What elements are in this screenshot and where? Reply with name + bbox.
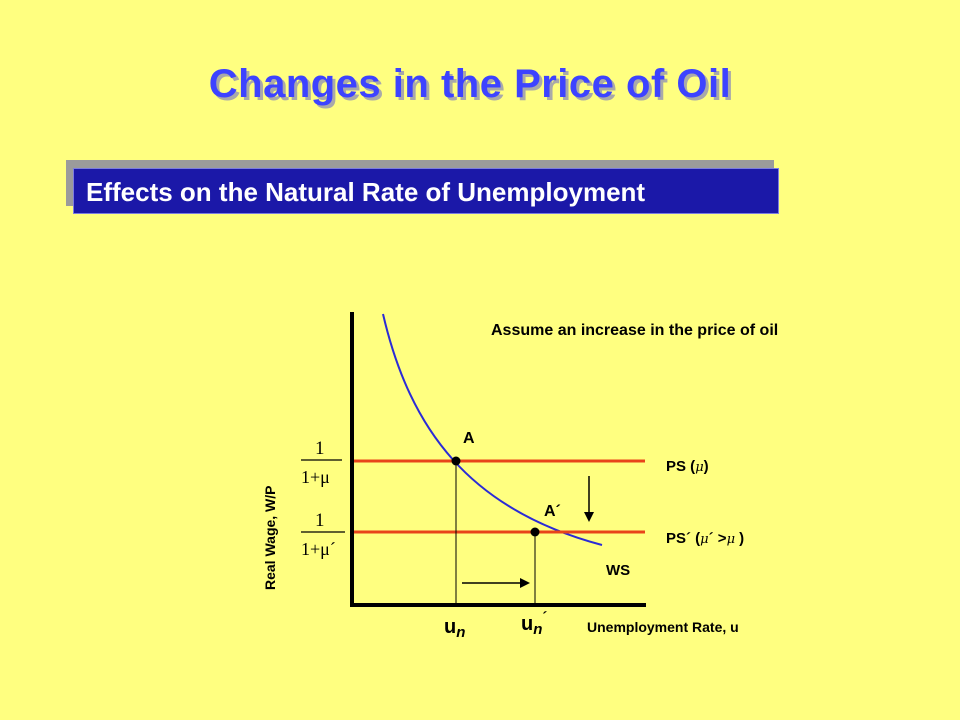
ws-label: WS xyxy=(606,562,630,579)
point-a-prime-label: A´ xyxy=(544,503,561,520)
ws-curve xyxy=(382,313,603,546)
un-prime-tick-label: un´ xyxy=(521,609,547,638)
ps-prime-label: PS´ (μ´ >μ ) xyxy=(666,530,744,547)
svg-text:1: 1 xyxy=(315,438,325,459)
subtitle-banner: Effects on the Natural Rate of Unemploym… xyxy=(73,168,779,214)
fraction-ps: 1 1+μ xyxy=(301,438,342,487)
x-axis-label: Unemployment Rate, u xyxy=(587,619,739,635)
fraction-ps-prime: 1 1+μ´ xyxy=(301,510,345,559)
point-a xyxy=(451,456,461,466)
ps-label: PS (μ) xyxy=(666,458,709,475)
assumption-note: Assume an increase in the price of oil xyxy=(491,322,778,339)
un-tick-label: un xyxy=(444,616,465,641)
y-axis-label: Real Wage, W/P xyxy=(262,485,278,590)
point-a-prime xyxy=(530,527,540,537)
svg-text:1+μ´: 1+μ´ xyxy=(301,539,336,559)
page-title: Changes in the Price of Oil xyxy=(208,62,732,106)
svg-text:1+μ: 1+μ xyxy=(301,467,330,487)
svg-text:1: 1 xyxy=(315,510,325,531)
point-a-label: A xyxy=(463,430,475,447)
